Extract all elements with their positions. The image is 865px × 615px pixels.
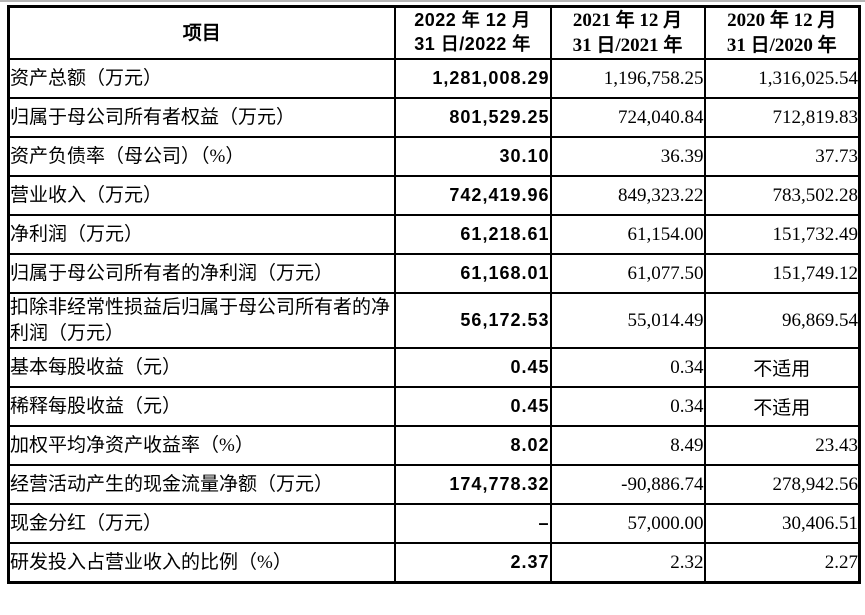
screenshot-top-edge bbox=[0, 0, 865, 2]
value-2022: 56,172.53 bbox=[393, 292, 552, 350]
value-2021: 8.49 bbox=[549, 425, 706, 467]
column-header-2022: 2022 年 12 月 31 日/2022 年 bbox=[393, 5, 552, 61]
value-2021: 724,040.84 bbox=[549, 97, 706, 139]
table-row: 资产负债率（母公司）（%） 30.10 36.39 37.73 bbox=[7, 136, 861, 178]
table-row: 稀释每股收益（元） 0.45 0.34 不适用 bbox=[7, 386, 861, 428]
row-label: 归属于母公司所有者的净利润（万元） bbox=[7, 253, 396, 295]
value-2020: 712,819.83 bbox=[703, 97, 861, 139]
value-2022: 30.10 bbox=[393, 136, 552, 178]
value-2020: 不适用 bbox=[703, 386, 861, 428]
value-2021: -90,886.74 bbox=[549, 464, 706, 506]
value-2020: 278,942.56 bbox=[703, 464, 861, 506]
value-2020: 96,869.54 bbox=[703, 292, 861, 350]
value-2020: 37.73 bbox=[703, 136, 861, 178]
value-2020: 23.43 bbox=[703, 425, 861, 467]
value-2021: 57,000.00 bbox=[549, 503, 706, 545]
value-2022: 0.45 bbox=[393, 386, 552, 428]
table-row: 归属于母公司所有者权益（万元） 801,529.25 724,040.84 71… bbox=[7, 97, 861, 139]
row-label: 经营活动产生的现金流量净额（万元） bbox=[7, 464, 396, 506]
row-label: 资产总额（万元） bbox=[7, 58, 396, 100]
value-2022: 61,218.61 bbox=[393, 214, 552, 256]
value-2022: 174,778.32 bbox=[393, 464, 552, 506]
table-header-row: 项目 2022 年 12 月 31 日/2022 年 2021 年 12 月 3… bbox=[7, 5, 861, 61]
column-header-2021: 2021 年 12 月 31 日/2021 年 bbox=[549, 5, 706, 61]
table-row: 资产总额（万元） 1,281,008.29 1,196,758.25 1,316… bbox=[7, 58, 861, 100]
table-row: 营业收入（万元） 742,419.96 849,323.22 783,502.2… bbox=[7, 175, 861, 217]
table-row: 研发投入占营业收入的比例（%） 2.37 2.32 2.27 bbox=[7, 542, 861, 584]
value-2021: 55,014.49 bbox=[549, 292, 706, 350]
value-2021: 2.32 bbox=[549, 542, 706, 584]
value-2022: – bbox=[393, 503, 552, 545]
financial-summary-table: 项目 2022 年 12 月 31 日/2022 年 2021 年 12 月 3… bbox=[7, 5, 861, 585]
value-2021: 1,196,758.25 bbox=[549, 58, 706, 100]
value-2021: 849,323.22 bbox=[549, 175, 706, 217]
row-label: 基本每股收益（元） bbox=[7, 347, 396, 389]
value-2021: 36.39 bbox=[549, 136, 706, 178]
row-label: 扣除非经常性损益后归属于母公司所有者的净利润（万元） bbox=[7, 292, 396, 350]
row-label: 资产负债率（母公司）（%） bbox=[7, 136, 396, 178]
value-2020: 30,406.51 bbox=[703, 503, 861, 545]
value-2020: 2.27 bbox=[703, 542, 861, 584]
row-label: 净利润（万元） bbox=[7, 214, 396, 256]
value-2021: 61,154.00 bbox=[549, 214, 706, 256]
value-2021: 0.34 bbox=[549, 386, 706, 428]
row-label: 研发投入占营业收入的比例（%） bbox=[7, 542, 396, 584]
row-label: 稀释每股收益（元） bbox=[7, 386, 396, 428]
value-2020: 1,316,025.54 bbox=[703, 58, 861, 100]
value-2021: 61,077.50 bbox=[549, 253, 706, 295]
table-row: 净利润（万元） 61,218.61 61,154.00 151,732.49 bbox=[7, 214, 861, 256]
table-row: 基本每股收益（元） 0.45 0.34 不适用 bbox=[7, 347, 861, 389]
value-2021: 0.34 bbox=[549, 347, 706, 389]
value-2020: 783,502.28 bbox=[703, 175, 861, 217]
table-row: 加权平均净资产收益率（%） 8.02 8.49 23.43 bbox=[7, 425, 861, 467]
row-label: 归属于母公司所有者权益（万元） bbox=[7, 97, 396, 139]
value-2020: 不适用 bbox=[703, 347, 861, 389]
value-2022: 1,281,008.29 bbox=[393, 58, 552, 100]
document-page: 项目 2022 年 12 月 31 日/2022 年 2021 年 12 月 3… bbox=[7, 5, 861, 585]
row-label: 营业收入（万元） bbox=[7, 175, 396, 217]
value-2022: 61,168.01 bbox=[393, 253, 552, 295]
value-2022: 2.37 bbox=[393, 542, 552, 584]
table-row: 经营活动产生的现金流量净额（万元） 174,778.32 -90,886.74 … bbox=[7, 464, 861, 506]
row-label: 加权平均净资产收益率（%） bbox=[7, 425, 396, 467]
value-2020: 151,732.49 bbox=[703, 214, 861, 256]
table-row: 归属于母公司所有者的净利润（万元） 61,168.01 61,077.50 15… bbox=[7, 253, 861, 295]
value-2022: 0.45 bbox=[393, 347, 552, 389]
column-header-item: 项目 bbox=[7, 5, 396, 61]
value-2022: 8.02 bbox=[393, 425, 552, 467]
table-row: 扣除非经常性损益后归属于母公司所有者的净利润（万元） 56,172.53 55,… bbox=[7, 292, 861, 350]
table-row: 现金分红（万元） – 57,000.00 30,406.51 bbox=[7, 503, 861, 545]
value-2022: 742,419.96 bbox=[393, 175, 552, 217]
value-2022: 801,529.25 bbox=[393, 97, 552, 139]
column-header-2020: 2020 年 12 月 31 日/2020 年 bbox=[703, 5, 861, 61]
row-label: 现金分红（万元） bbox=[7, 503, 396, 545]
value-2020: 151,749.12 bbox=[703, 253, 861, 295]
